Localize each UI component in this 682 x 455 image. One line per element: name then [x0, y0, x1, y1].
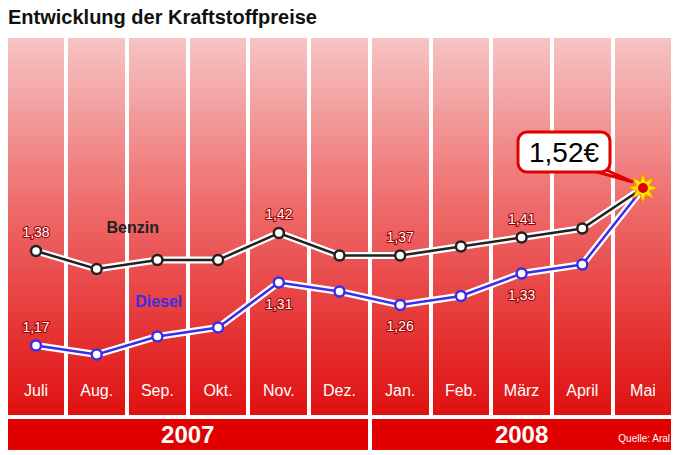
svg-text:1,31: 1,31: [265, 296, 292, 312]
svg-text:Okt.: Okt.: [203, 382, 232, 399]
svg-text:Benzin: Benzin: [106, 219, 158, 236]
svg-text:Aug.: Aug.: [80, 382, 113, 399]
svg-text:Diesel: Diesel: [135, 293, 182, 310]
html-text:2008: 2008: [494, 421, 549, 448]
svg-text:1,17: 1,17: [22, 319, 49, 335]
svg-text:Nov.: Nov.: [263, 382, 295, 399]
svg-text:Jan.: Jan.: [385, 382, 415, 399]
html-text:Entwicklung der Kraftstoffprei: Entwicklung der Kraftstoffpreise: [8, 6, 317, 28]
svg-text:Mai: Mai: [630, 382, 656, 399]
svg-text:Dez.: Dez.: [323, 382, 356, 399]
svg-text:1,33: 1,33: [508, 287, 535, 303]
svg-text:Feb.: Feb.: [445, 382, 477, 399]
svg-text:1,52€: 1,52€: [529, 137, 599, 168]
svg-text:1,26: 1,26: [387, 318, 414, 334]
html-text:Quelle: Aral: Quelle: Aral: [618, 433, 670, 444]
svg-text:März: März: [504, 382, 540, 399]
svg-text:1,37: 1,37: [387, 229, 414, 245]
svg-text:1,41: 1,41: [508, 211, 535, 227]
svg-text:Sep.: Sep.: [141, 382, 174, 399]
svg-text:Juli: Juli: [24, 382, 48, 399]
svg-text:1,38: 1,38: [22, 224, 49, 240]
html-text:2007: 2007: [161, 421, 215, 448]
svg-text:April: April: [566, 382, 598, 399]
svg-text:1,42: 1,42: [265, 206, 292, 222]
